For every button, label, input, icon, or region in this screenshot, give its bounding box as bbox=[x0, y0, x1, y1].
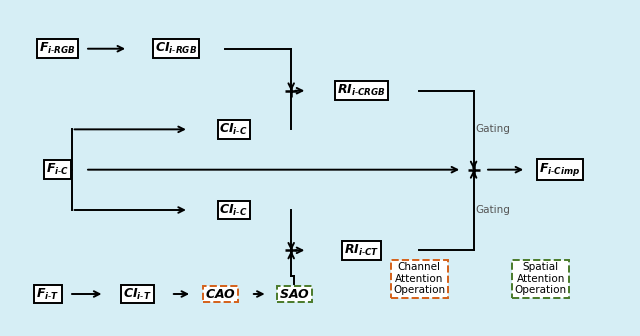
Text: $\bfit{CAO}$: $\bfit{CAO}$ bbox=[205, 288, 236, 300]
Text: $\bfit{F}_{i\text{-}C}$: $\bfit{F}_{i\text{-}C}$ bbox=[46, 162, 69, 177]
Text: $\bfit{RI}_{i\text{-}CRGB}$: $\bfit{RI}_{i\text{-}CRGB}$ bbox=[337, 83, 386, 98]
Text: Gating: Gating bbox=[476, 124, 510, 134]
Text: Spatial
Attention
Operation: Spatial Attention Operation bbox=[515, 262, 567, 295]
Text: $\bfit{CI}_{i\text{-}C}$: $\bfit{CI}_{i\text{-}C}$ bbox=[220, 203, 248, 217]
Text: $\bfit{F}_{i\text{-}Cimp}$: $\bfit{F}_{i\text{-}Cimp}$ bbox=[540, 161, 580, 178]
Text: $\bfit{F}_{i\text{-}T}$: $\bfit{F}_{i\text{-}T}$ bbox=[36, 287, 60, 301]
Text: Channel
Attention
Operation: Channel Attention Operation bbox=[393, 262, 445, 295]
Text: Gating: Gating bbox=[476, 205, 510, 215]
Text: $\bfit{CI}_{i\text{-}C}$: $\bfit{CI}_{i\text{-}C}$ bbox=[220, 122, 248, 137]
Text: $\bfit{F}_{i\text{-}RGB}$: $\bfit{F}_{i\text{-}RGB}$ bbox=[39, 41, 76, 56]
Text: $\bfit{SAO}$: $\bfit{SAO}$ bbox=[279, 288, 310, 300]
Text: $\bfit{CI}_{i\text{-}T}$: $\bfit{CI}_{i\text{-}T}$ bbox=[124, 287, 152, 301]
Text: $\bfit{RI}_{i\text{-}CT}$: $\bfit{RI}_{i\text{-}CT}$ bbox=[344, 243, 380, 258]
Text: $\bfit{CI}_{i\text{-}RGB}$: $\bfit{CI}_{i\text{-}RGB}$ bbox=[155, 41, 197, 56]
